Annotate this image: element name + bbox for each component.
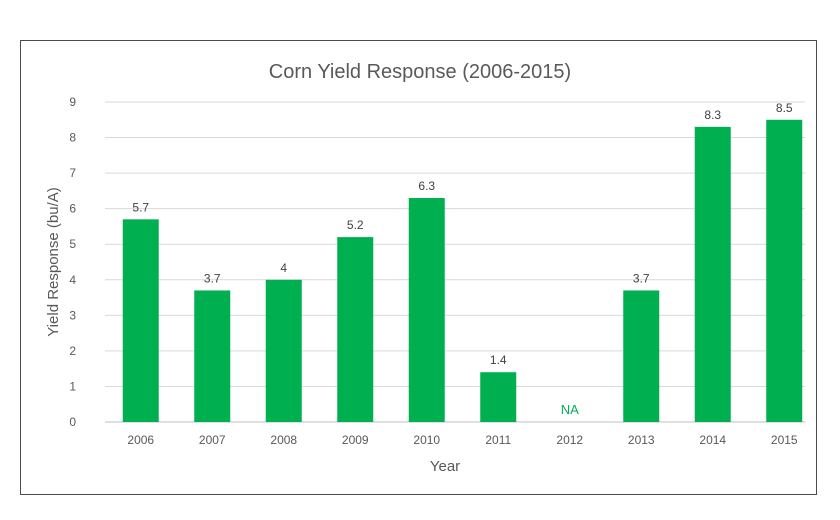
x-tick-label: 2010 bbox=[413, 433, 440, 447]
x-tick-label: 2008 bbox=[270, 433, 297, 447]
x-axis-title: Year bbox=[430, 458, 460, 475]
x-tick-label: 2012 bbox=[556, 433, 583, 447]
bars-group bbox=[122, 119, 803, 423]
y-axis-title: Yield Response (bu/A) bbox=[45, 187, 62, 337]
x-tick-label: 2009 bbox=[342, 433, 369, 447]
data-label: 8.3 bbox=[704, 108, 721, 122]
data-label: 6.3 bbox=[418, 179, 435, 193]
y-tick-label: 0 bbox=[69, 415, 76, 429]
bar-2011 bbox=[480, 372, 517, 422]
data-label: 3.7 bbox=[204, 271, 221, 285]
bar-2008 bbox=[265, 279, 302, 422]
y-tick-label: 9 bbox=[69, 95, 76, 109]
data-labels: 5.7 3.7 4 5.2 6.3 1.4 NA 3.7 8.3 8.5 bbox=[132, 101, 793, 417]
y-axis-tick-labels: 0 1 2 3 4 5 6 7 8 9 bbox=[69, 95, 76, 429]
bar-2009 bbox=[337, 237, 374, 422]
x-tick-label: 2006 bbox=[127, 433, 154, 447]
data-label: 1.4 bbox=[490, 353, 507, 367]
y-tick-label: 8 bbox=[69, 131, 76, 145]
bar-2015 bbox=[766, 119, 803, 423]
x-tick-label: 2011 bbox=[485, 433, 511, 447]
data-label: 5.7 bbox=[132, 200, 149, 214]
bar-2014 bbox=[694, 126, 731, 422]
x-tick-label: 2015 bbox=[771, 433, 798, 447]
y-tick-label: 7 bbox=[69, 166, 76, 180]
y-tick-label: 3 bbox=[69, 308, 76, 322]
data-label-na: NA bbox=[561, 402, 579, 417]
bar-2007 bbox=[194, 290, 231, 422]
data-label: 4 bbox=[280, 261, 287, 275]
x-tick-label: 2013 bbox=[628, 433, 655, 447]
bar-2013 bbox=[623, 290, 660, 422]
bar-2010 bbox=[408, 198, 445, 422]
data-label: 8.5 bbox=[776, 101, 793, 115]
y-tick-label: 1 bbox=[69, 379, 76, 393]
bar-2006 bbox=[122, 219, 159, 422]
x-tick-label: 2014 bbox=[699, 433, 726, 447]
y-tick-label: 5 bbox=[69, 237, 76, 251]
y-tick-label: 2 bbox=[69, 344, 76, 358]
y-tick-label: 6 bbox=[69, 202, 76, 216]
x-axis-tick-labels: 2006 2007 2008 2009 2010 2011 2012 2013 2014 2015 bbox=[127, 433, 798, 447]
data-label: 3.7 bbox=[633, 271, 650, 285]
chart-title: Corn Yield Response (2006-2015) bbox=[269, 61, 571, 83]
data-label: 5.2 bbox=[347, 218, 364, 232]
y-tick-label: 4 bbox=[69, 273, 76, 287]
x-tick-label: 2007 bbox=[199, 433, 226, 447]
